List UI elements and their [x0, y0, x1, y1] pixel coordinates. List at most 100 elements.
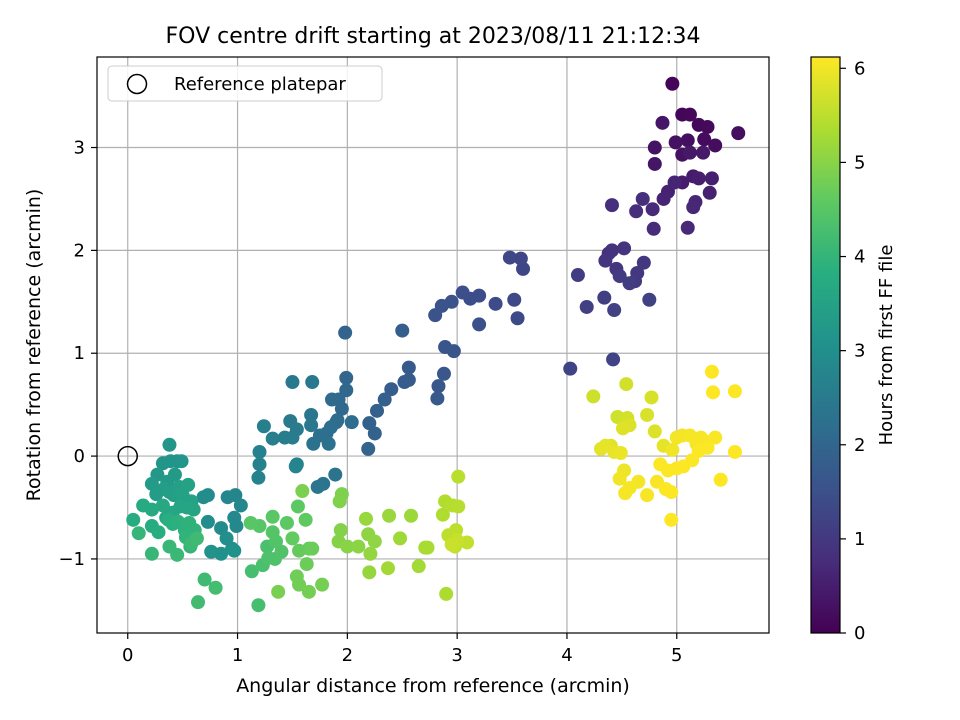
data-point — [579, 299, 594, 314]
data-point — [404, 508, 419, 523]
data-point — [251, 470, 266, 485]
data-point — [395, 323, 410, 338]
data-point — [243, 515, 258, 530]
data-point — [265, 525, 280, 540]
data-point — [604, 243, 619, 258]
data-point — [444, 537, 459, 552]
data-point — [174, 454, 189, 469]
colorbar-tick-label: 6 — [854, 58, 865, 79]
data-point — [301, 584, 316, 599]
data-point — [612, 269, 627, 284]
data-point — [251, 598, 266, 613]
data-point — [563, 361, 578, 376]
data-point — [285, 531, 300, 546]
data-point — [618, 486, 633, 501]
data-point — [292, 577, 307, 592]
data-points — [126, 76, 746, 613]
data-point — [682, 145, 697, 160]
legend-entry-reference: Reference platepar — [174, 74, 346, 95]
legend-box — [107, 65, 383, 102]
data-point — [428, 308, 443, 323]
data-point — [285, 375, 300, 390]
data-point — [252, 457, 267, 472]
data-point — [219, 531, 234, 546]
data-point — [265, 431, 280, 446]
data-point — [306, 436, 321, 451]
data-point — [667, 175, 682, 190]
data-point — [446, 344, 461, 359]
data-point — [305, 541, 320, 556]
data-point — [691, 171, 706, 186]
data-point — [321, 436, 336, 451]
data-point — [665, 442, 680, 457]
data-point — [455, 285, 470, 300]
data-point — [380, 561, 395, 576]
data-point — [727, 444, 742, 459]
data-point — [363, 546, 378, 561]
data-point — [151, 525, 166, 540]
colorbar-tick-label: 5 — [854, 152, 865, 173]
x-tick-label: 1 — [232, 645, 243, 666]
y-tick-label: 1 — [74, 343, 85, 364]
data-point — [328, 467, 343, 482]
data-point — [362, 565, 377, 580]
data-point — [665, 76, 680, 91]
data-point — [271, 584, 286, 599]
data-point — [290, 499, 305, 514]
data-point — [334, 401, 349, 416]
data-point — [340, 539, 355, 554]
data-point — [647, 156, 662, 171]
data-point — [645, 202, 660, 217]
x-tick-label: 2 — [342, 645, 353, 666]
data-point — [227, 543, 242, 558]
data-point — [686, 200, 701, 215]
data-point — [682, 107, 697, 122]
data-point — [586, 389, 601, 404]
y-axis-label: Rotation from reference (arcmin) — [23, 189, 45, 502]
data-point — [502, 250, 517, 265]
colorbar-tick-label: 2 — [854, 435, 865, 456]
colorbar-label: Hours from first FF file — [876, 245, 897, 446]
data-point — [680, 133, 695, 148]
y-tick-label: −1 — [58, 549, 85, 570]
data-point — [708, 138, 723, 153]
reference-platepar-marker — [117, 445, 138, 467]
data-point — [214, 521, 229, 536]
data-point — [181, 477, 196, 492]
legend-reference-marker — [126, 73, 148, 95]
data-point — [570, 268, 585, 283]
data-point — [244, 564, 259, 579]
data-point — [431, 379, 446, 394]
y-tick-label: 0 — [74, 446, 85, 467]
data-point — [277, 430, 292, 445]
colorbar-tick-label: 0 — [854, 623, 865, 644]
legend: Reference platepar — [107, 65, 383, 102]
data-point — [617, 241, 632, 256]
data-point — [430, 391, 445, 406]
data-point — [200, 514, 215, 529]
x-tick-label: 5 — [671, 645, 682, 666]
data-point — [299, 557, 314, 572]
data-point — [401, 372, 416, 387]
chart-title: FOV centre drift starting at 2023/08/11 … — [166, 24, 701, 49]
data-point — [384, 382, 399, 397]
data-point — [451, 469, 466, 484]
data-point — [647, 424, 662, 439]
data-point — [615, 421, 630, 436]
data-point — [295, 484, 310, 499]
plot-frame — [96, 56, 770, 634]
data-point — [642, 292, 657, 307]
data-point — [304, 407, 319, 422]
data-point — [607, 303, 622, 318]
data-point — [436, 366, 451, 381]
data-point — [636, 255, 651, 270]
data-point — [265, 509, 280, 524]
data-point — [696, 145, 711, 160]
data-point — [220, 490, 235, 505]
data-point — [126, 512, 141, 527]
data-point — [393, 531, 408, 546]
data-point — [324, 392, 339, 407]
data-point — [727, 384, 742, 399]
